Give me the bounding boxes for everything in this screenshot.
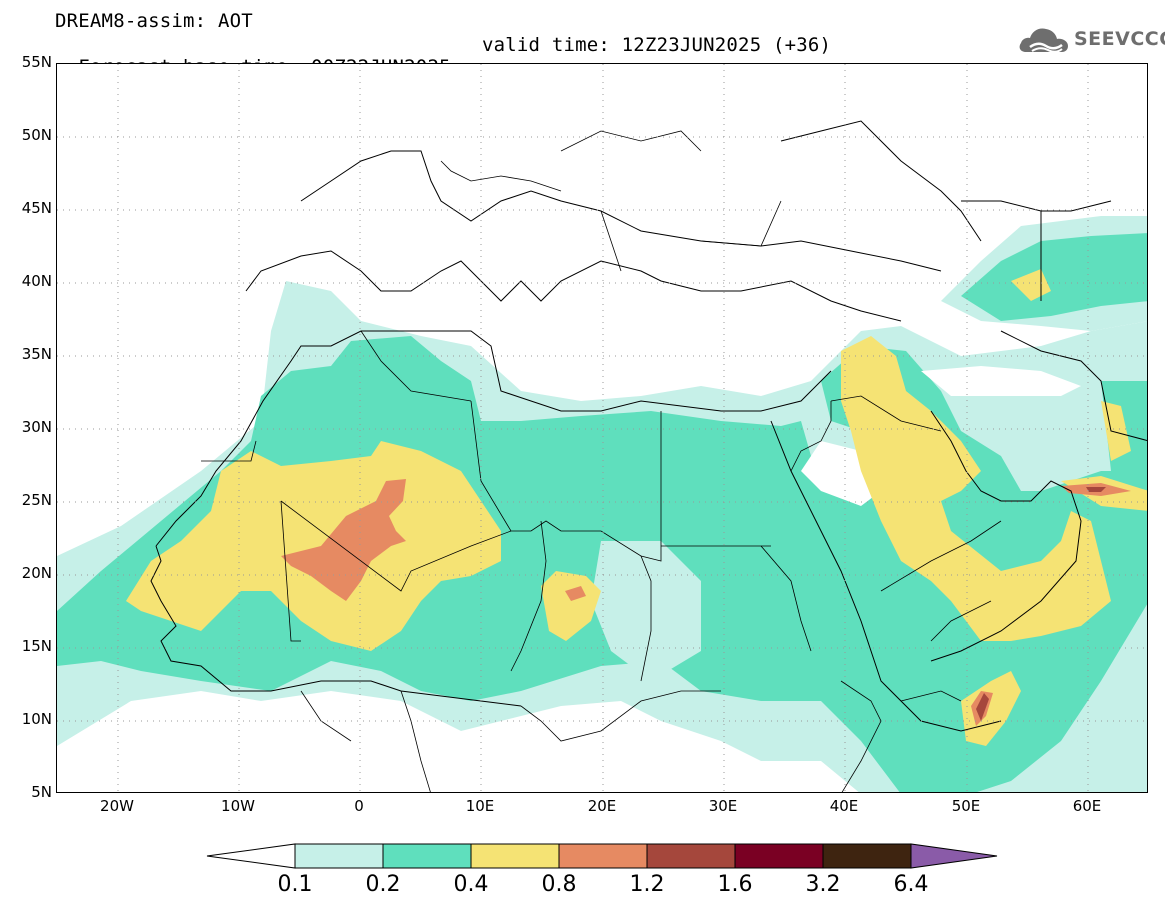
colorbar-label: 0.2: [365, 872, 401, 897]
lat-label: 10N: [21, 710, 52, 728]
colorbar-label: 0.4: [453, 872, 489, 897]
aot-field: [57, 64, 1147, 792]
colorbar-label: 0.8: [541, 872, 577, 897]
lon-label: 20W: [100, 797, 134, 815]
lat-label: 40N: [21, 272, 52, 290]
lat-label: 20N: [21, 564, 52, 582]
lat-label: 55N: [21, 53, 52, 71]
coastlines: [150, 120, 1147, 732]
colorbar-bin: [558, 843, 648, 869]
lon-label: 60E: [1072, 797, 1102, 815]
lon-label: 30E: [708, 797, 738, 815]
aot-layer-0-4: [126, 269, 1147, 746]
lon-label: 10E: [465, 797, 495, 815]
graticule: [57, 64, 1147, 792]
colorbar-bin: [646, 843, 736, 869]
colorbar-bin: [382, 843, 472, 869]
country-borders: [201, 130, 1002, 792]
colorbar-label: 6.4: [893, 872, 929, 897]
logo-text: SEEVCCC: [1074, 28, 1165, 50]
lat-label: 35N: [21, 345, 52, 363]
colorbar-bin: [470, 843, 560, 869]
colorbar-bin: [734, 843, 824, 869]
map-title: DREAM8-assim: AOT: [55, 10, 253, 32]
colorbar-label: 1.2: [629, 872, 665, 897]
lat-label: 30N: [21, 418, 52, 436]
lon-label: 20E: [587, 797, 617, 815]
lon-label: 10W: [221, 797, 255, 815]
colorbar-bin: [822, 843, 912, 869]
lat-label: 25N: [21, 491, 52, 509]
lat-label: 45N: [21, 199, 52, 217]
lat-label: 15N: [21, 637, 52, 655]
colorbar: [206, 843, 998, 869]
colorbar-label: 3.2: [805, 872, 841, 897]
lon-label: 50E: [951, 797, 981, 815]
colorbar-upper-arrow: [910, 843, 998, 869]
cloud-icon: [1019, 28, 1068, 53]
lon-label: 0: [354, 797, 364, 815]
seevccc-logo: SEEVCCC: [1018, 22, 1165, 58]
colorbar-lower-arrow: [206, 843, 296, 869]
valid-time: valid time: 12Z23JUN2025 (+36): [482, 34, 832, 56]
aot-layer-1-2: [976, 487, 1106, 721]
colorbar-label: 0.1: [277, 872, 313, 897]
colorbar-label: 1.6: [717, 872, 753, 897]
aot-clear-areas: [591, 366, 1081, 681]
lon-label: 40E: [829, 797, 859, 815]
lat-label: 50N: [21, 126, 52, 144]
colorbar-bin: [294, 843, 384, 869]
aot-map: [56, 63, 1148, 793]
lat-label: 5N: [31, 783, 52, 801]
